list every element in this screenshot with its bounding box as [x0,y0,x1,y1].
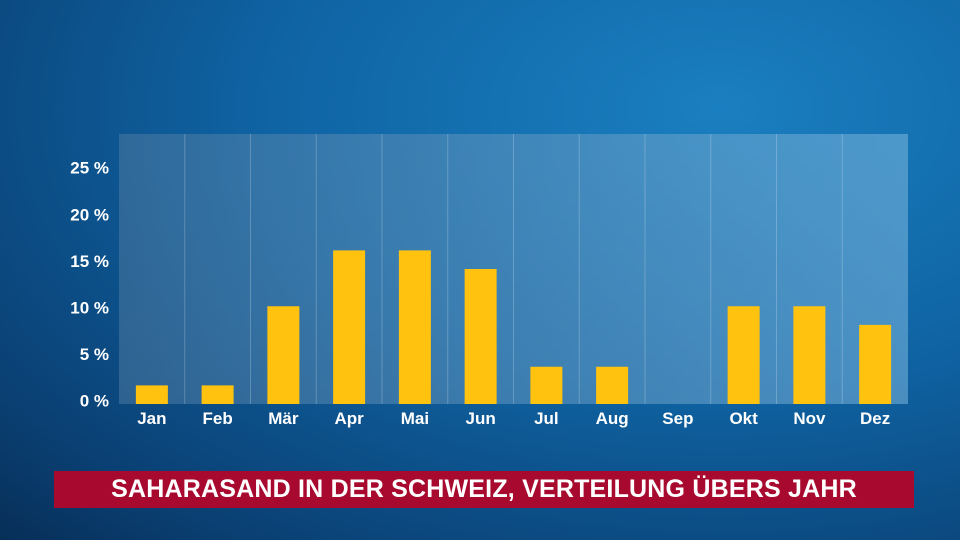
y-tick-label: 15 % [70,252,109,271]
x-tick-label: Sep [662,409,693,428]
x-tick-label: Apr [334,409,364,428]
x-tick-label: Jun [466,409,496,428]
x-tick-label: Jan [137,409,166,428]
bar-aug [596,366,629,404]
chart-title: SAHARASAND IN DER SCHWEIZ, VERTEILUNG ÜB… [54,471,914,508]
bar-okt [727,306,760,404]
x-tick-label: Mai [401,409,429,428]
bar-jun [464,269,497,404]
bar-mär [267,306,300,404]
bar-jul [530,366,563,404]
plot-area [119,134,908,404]
y-tick-label: 25 % [70,159,109,178]
x-tick-label: Mär [268,409,299,428]
y-tick-label: 20 % [70,205,109,224]
x-tick-label: Feb [203,409,233,428]
x-tick-label: Nov [793,409,826,428]
y-tick-label: 10 % [70,298,109,317]
bar-dez [859,324,892,404]
bar-jan [135,385,168,404]
bar-feb [201,385,234,404]
y-tick-label: 5 % [80,345,109,364]
x-tick-label: Jul [534,409,559,428]
x-tick-label: Dez [860,409,890,428]
bar-apr [333,250,366,404]
bar-mai [398,250,431,404]
x-tick-label: Okt [729,409,758,428]
y-tick-label: 0 % [80,391,109,410]
bar-nov [793,306,826,404]
x-tick-label: Aug [596,409,629,428]
